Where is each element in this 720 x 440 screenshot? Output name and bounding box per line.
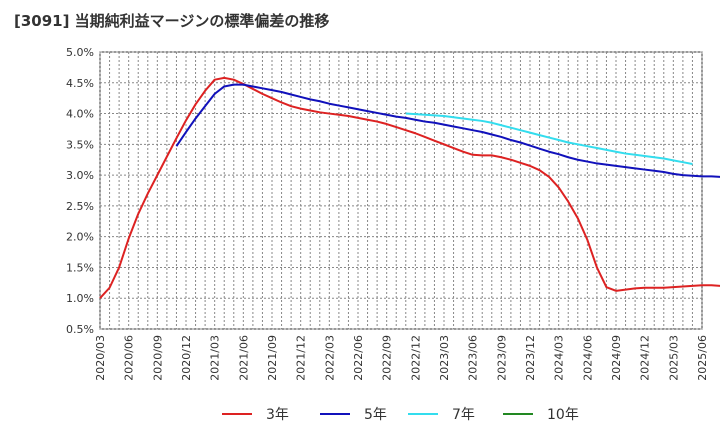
grid-lines	[99, 51, 703, 330]
y-tick-label: 0.5%	[66, 323, 94, 336]
y-tick-label: 1.5%	[66, 261, 94, 274]
x-tick-label: 2020/06	[123, 335, 136, 381]
plot-area	[99, 51, 703, 330]
x-tick-label: 2020/12	[180, 335, 193, 381]
x-tick-label: 2025/06	[696, 335, 709, 381]
x-tick-label: 2021/12	[295, 335, 308, 381]
x-tick-label: 2023/03	[438, 335, 451, 381]
y-tick-label: 4.0%	[66, 108, 94, 121]
y-tick-label: 4.5%	[66, 77, 94, 90]
x-tick-label: 2020/03	[94, 335, 107, 381]
x-tick-label: 2022/12	[409, 335, 422, 381]
x-tick-label: 2021/03	[209, 335, 222, 381]
y-axis: 5.0% 4.5% 4.0% 3.5% 3.0% 2.5% 2.0% 1.5% 1.0% 0.5%	[66, 46, 94, 336]
x-tick-label: 2024/03	[553, 335, 566, 381]
legend-label: 5年	[364, 407, 387, 423]
x-tick-label: 2022/09	[381, 335, 394, 381]
x-tick-label: 2023/12	[524, 335, 537, 381]
x-tick-label: 2024/09	[610, 335, 623, 381]
x-tick-label: 2023/06	[467, 335, 480, 381]
legend-label: 7年	[452, 407, 475, 423]
y-tick-label: 5.0%	[66, 46, 94, 59]
legend-label: 10年	[547, 407, 579, 423]
y-tick-label: 3.0%	[66, 169, 94, 182]
chart-title: [3091] 当期純利益マージンの標準偏差の推移	[14, 12, 330, 30]
series-line-0	[99, 76, 720, 299]
x-tick-label: 2024/12	[639, 335, 652, 381]
y-tick-label: 1.0%	[66, 292, 94, 305]
x-tick-label: 2023/09	[495, 335, 508, 381]
x-tick-label: 2025/03	[667, 335, 680, 381]
series-lines	[99, 76, 720, 299]
x-tick-label: 2022/03	[323, 335, 336, 381]
x-tick-label: 2021/06	[237, 335, 250, 381]
series-line-1	[175, 83, 720, 178]
y-tick-label: 2.5%	[66, 200, 94, 213]
x-tick-label: 2022/06	[352, 335, 365, 381]
legend-label: 3年	[266, 407, 289, 423]
x-tick-label: 2020/09	[151, 335, 164, 381]
x-tick-label: 2024/06	[581, 335, 594, 381]
x-axis: 2020/03 2020/06 2020/09 2020/12 2021/03 2021/…	[94, 335, 709, 381]
y-tick-label: 3.5%	[66, 138, 94, 151]
legend: 3年 5年 7年 10年	[222, 407, 579, 423]
y-tick-label: 2.0%	[66, 231, 94, 244]
x-tick-label: 2021/09	[266, 335, 279, 381]
series-line-2	[405, 112, 693, 166]
